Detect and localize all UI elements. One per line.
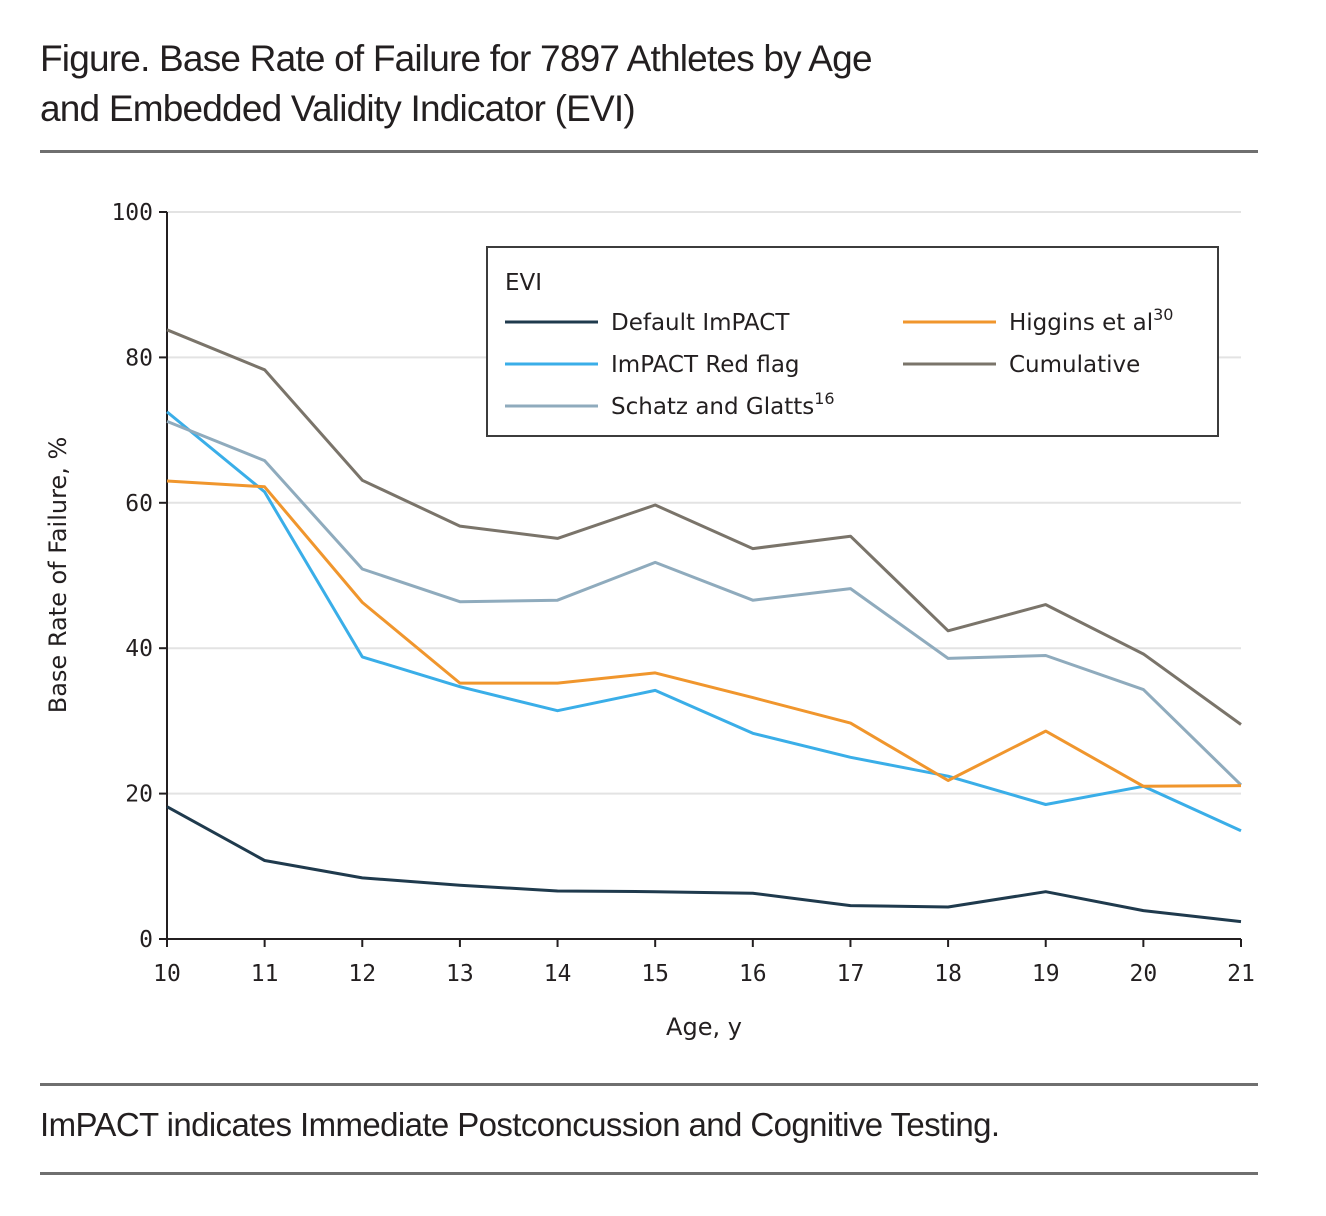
y-tick-label-40: 40 — [125, 636, 153, 662]
axes: 0 20 40 60 80 100 10 11 12 13 14 15 16 17 18 19 20 21 — [111, 200, 1254, 987]
bottom-divider — [40, 1172, 1258, 1175]
y-tick-label-20: 20 — [125, 782, 153, 808]
series-line-impact-red-flag — [166, 410, 1242, 833]
y-tick-label-100: 100 — [111, 200, 153, 226]
x-tick-label-17: 17 — [837, 961, 865, 987]
legend-label-impact-red-flag: ImPACT Red flag — [611, 352, 800, 378]
series-line-default-impact — [166, 805, 1242, 924]
legend-title: EVI — [505, 270, 542, 296]
x-axis-title: Age, y — [666, 1013, 742, 1041]
x-tick-label-16: 16 — [739, 961, 767, 987]
x-tick-label-13: 13 — [446, 961, 474, 987]
x-tick-label-10: 10 — [153, 961, 181, 987]
series-line-schatz-and-glatts — [166, 420, 1243, 786]
x-tick-label-14: 14 — [544, 961, 572, 987]
legend-superscript-higgins-et-al: 30 — [1153, 305, 1173, 324]
x-tick-label-12: 12 — [348, 961, 376, 987]
series-line-higgins-et-al — [166, 479, 1242, 788]
figure-title-line-1: Figure. Base Rate of Failure for 7897 At… — [40, 38, 873, 79]
y-tick-label-80: 80 — [125, 345, 153, 371]
figure-title-line-2: and Embedded Validity Indicator (EVI) — [40, 88, 636, 129]
figure-caption: ImPACT indicates Immediate Postconcussio… — [40, 1106, 1000, 1143]
top-divider — [40, 150, 1258, 153]
x-tick-label-11: 11 — [251, 961, 279, 987]
figure-title: Figure. Base Rate of Failure for 7897 At… — [40, 34, 1040, 134]
caption-top-divider — [40, 1083, 1258, 1086]
x-tick-label-21: 21 — [1227, 961, 1255, 987]
series-line-cumulative — [166, 328, 1242, 726]
legend-superscript-schatz-and-glatts: 16 — [814, 389, 834, 408]
y-tick-label-60: 60 — [125, 491, 153, 517]
x-tick-label-19: 19 — [1032, 961, 1060, 987]
x-tick-label-18: 18 — [934, 961, 962, 987]
legend-label-schatz-and-glatts: Schatz and Glatts16 — [611, 389, 835, 420]
legend-label-higgins-et-al: Higgins et al30 — [1009, 305, 1173, 336]
y-tick-label-0: 0 — [139, 927, 153, 953]
legend-box — [486, 246, 1219, 437]
legend-items: Default ImPACT ImPACT Red flag Schatz and … — [505, 305, 1173, 420]
legend-label-cumulative: Cumulative — [1009, 352, 1140, 378]
x-tick-label-20: 20 — [1130, 961, 1158, 987]
y-axis-title: Base Rate of Failure, % — [44, 437, 72, 714]
legend-label-default-impact: Default ImPACT — [611, 310, 790, 336]
legend: EVI Default ImPACT ImPACT Red flag Schatz … — [486, 246, 1219, 437]
x-tick-label-15: 15 — [641, 961, 669, 987]
series-lines — [166, 328, 1243, 924]
